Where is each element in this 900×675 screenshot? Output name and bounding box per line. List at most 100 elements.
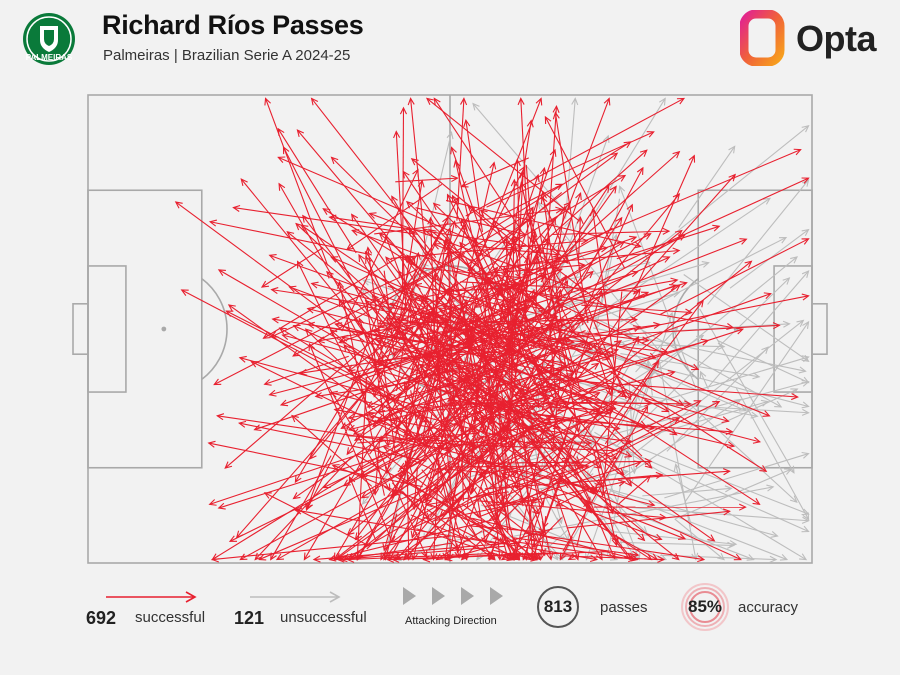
- successful-pass-arrow: [469, 537, 599, 563]
- successful-pass-arrow: [208, 219, 366, 255]
- successful-pass-arrow: [523, 501, 533, 561]
- successful-pass-arrow: [300, 224, 471, 340]
- accuracy-value: 85%: [687, 597, 723, 616]
- successful-pass-arrow: [584, 203, 634, 313]
- successful-pass-arrow: [422, 554, 469, 563]
- successful-pass-arrow: [377, 316, 639, 324]
- successful-pass-arrow: [390, 417, 565, 544]
- successful-pass-arrow: [554, 341, 611, 361]
- successful-pass-arrow: [279, 325, 502, 407]
- successful-pass-arrow: [539, 238, 748, 321]
- unsuccessful-pass-arrow: [615, 277, 791, 448]
- unsuccessful-label: unsuccessful: [280, 609, 367, 626]
- successful-pass-arrow: [462, 401, 621, 432]
- unsuccessful-pass-arrow: [709, 388, 799, 430]
- successful-pass-arrow: [509, 270, 639, 313]
- successful-pass-arrow: [532, 216, 623, 348]
- successful-pass-arrow: [460, 157, 529, 188]
- successful-pass-arrow: [329, 390, 557, 452]
- successful-pass-arrow: [542, 97, 611, 275]
- successful-pass-arrow: [552, 111, 589, 324]
- successful-pass-arrow: [585, 148, 802, 242]
- successful-pass-arrow: [527, 449, 554, 561]
- successful-pass-arrow: [263, 492, 370, 547]
- successful-pass-arrow: [559, 536, 573, 561]
- successful-pass-arrow: [329, 329, 404, 393]
- palmeiras-logo-icon: PALMEIRAS: [23, 13, 75, 65]
- successful-pass-arrow: [525, 164, 536, 244]
- successful-pass-arrow: [411, 467, 419, 511]
- successful-pass-arrow: [504, 427, 545, 538]
- successful-pass-arrow: [377, 300, 529, 413]
- successful-pass-arrow: [368, 212, 587, 293]
- successful-pass-arrow: [417, 395, 551, 409]
- successful-pass-arrow: [609, 370, 768, 473]
- successful-pass-arrow: [518, 322, 557, 397]
- successful-pass-arrow: [526, 281, 688, 333]
- successful-pass-arrow: [505, 148, 557, 291]
- successful-pass-arrow: [537, 222, 581, 434]
- unsuccessful-pass-arrow: [707, 178, 810, 305]
- successful-pass-arrow: [616, 224, 721, 260]
- successful-pass-arrow: [493, 549, 539, 562]
- successful-pass-arrow: [354, 371, 458, 442]
- successful-pass-arrow: [544, 115, 626, 269]
- successful-pass-arrow: [224, 306, 412, 469]
- successful-pass-arrow: [581, 304, 693, 316]
- svg-text:PALMEIRAS: PALMEIRAS: [26, 53, 73, 62]
- successful-passes: [174, 97, 810, 563]
- unsuccessful-pass-arrow: [707, 270, 810, 388]
- successful-pass-arrow: [499, 247, 681, 268]
- successful-pass-arrow: [270, 455, 332, 561]
- unsuccessful-pass-arrow: [622, 506, 810, 524]
- attacking-direction-icon: [403, 587, 503, 605]
- successful-pass-arrow: [496, 348, 619, 388]
- successful-pass-arrow: [591, 445, 623, 494]
- successful-pass-arrow: [467, 205, 528, 261]
- attacking-direction-label: Attacking Direction: [405, 615, 497, 627]
- successful-pass-arrow: [538, 185, 617, 296]
- successful-pass-arrow: [228, 437, 441, 542]
- unsuccessful-pass-arrow: [664, 451, 810, 499]
- successful-pass-arrow: [532, 382, 762, 444]
- successful-pass-arrow: [291, 414, 373, 487]
- successful-pass-arrow: [215, 413, 443, 450]
- successful-pass-arrow: [174, 201, 365, 342]
- successful-count: 692: [86, 608, 117, 628]
- successful-pass-arrow: [271, 316, 419, 343]
- successful-pass-arrow: [404, 325, 642, 400]
- successful-pass-arrow: [465, 97, 686, 217]
- left-penalty-box: [87, 189, 203, 469]
- successful-pass-arrow: [407, 97, 428, 260]
- successful-pass-arrow: [297, 260, 371, 409]
- successful-pass-arrow: [451, 194, 555, 400]
- successful-pass-arrow: [395, 174, 459, 183]
- successful-pass-arrow: [310, 97, 437, 258]
- successful-pass-arrow: [433, 97, 522, 231]
- successful-pass-arrow: [250, 361, 413, 442]
- successful-pass-arrow: [486, 235, 638, 291]
- successful-pass-arrow: [405, 414, 413, 561]
- header: PALMEIRAS Richard Ríos Passes Palmeiras …: [0, 0, 900, 80]
- successful-pass-arrow: [367, 411, 444, 455]
- successful-pass-arrow: [328, 214, 566, 253]
- successful-arrow-icon: [106, 591, 197, 603]
- unsuccessful-pass-arrow: [577, 428, 810, 533]
- successful-pass-arrow: [629, 405, 678, 436]
- successful-pass-arrow: [286, 230, 438, 355]
- successful-pass-arrow: [424, 396, 507, 501]
- successful-pass-arrow: [540, 191, 563, 327]
- left-goal: [72, 303, 89, 355]
- successful-pass-arrow: [425, 374, 471, 437]
- successful-pass-arrow: [548, 455, 680, 561]
- passes-count: 813: [543, 597, 573, 616]
- successful-pass-arrow: [517, 150, 681, 296]
- brand-name: Opta: [796, 18, 877, 59]
- unsuccessful-pass-arrow: [621, 399, 770, 445]
- unsuccessful-pass-arrow: [594, 431, 808, 561]
- successful-pass-arrow: [477, 500, 668, 521]
- successful-pass-arrow: [411, 395, 454, 561]
- successful-pass-arrow: [533, 255, 541, 320]
- passes-label: passes: [600, 599, 648, 616]
- successful-pass-arrow: [393, 130, 407, 305]
